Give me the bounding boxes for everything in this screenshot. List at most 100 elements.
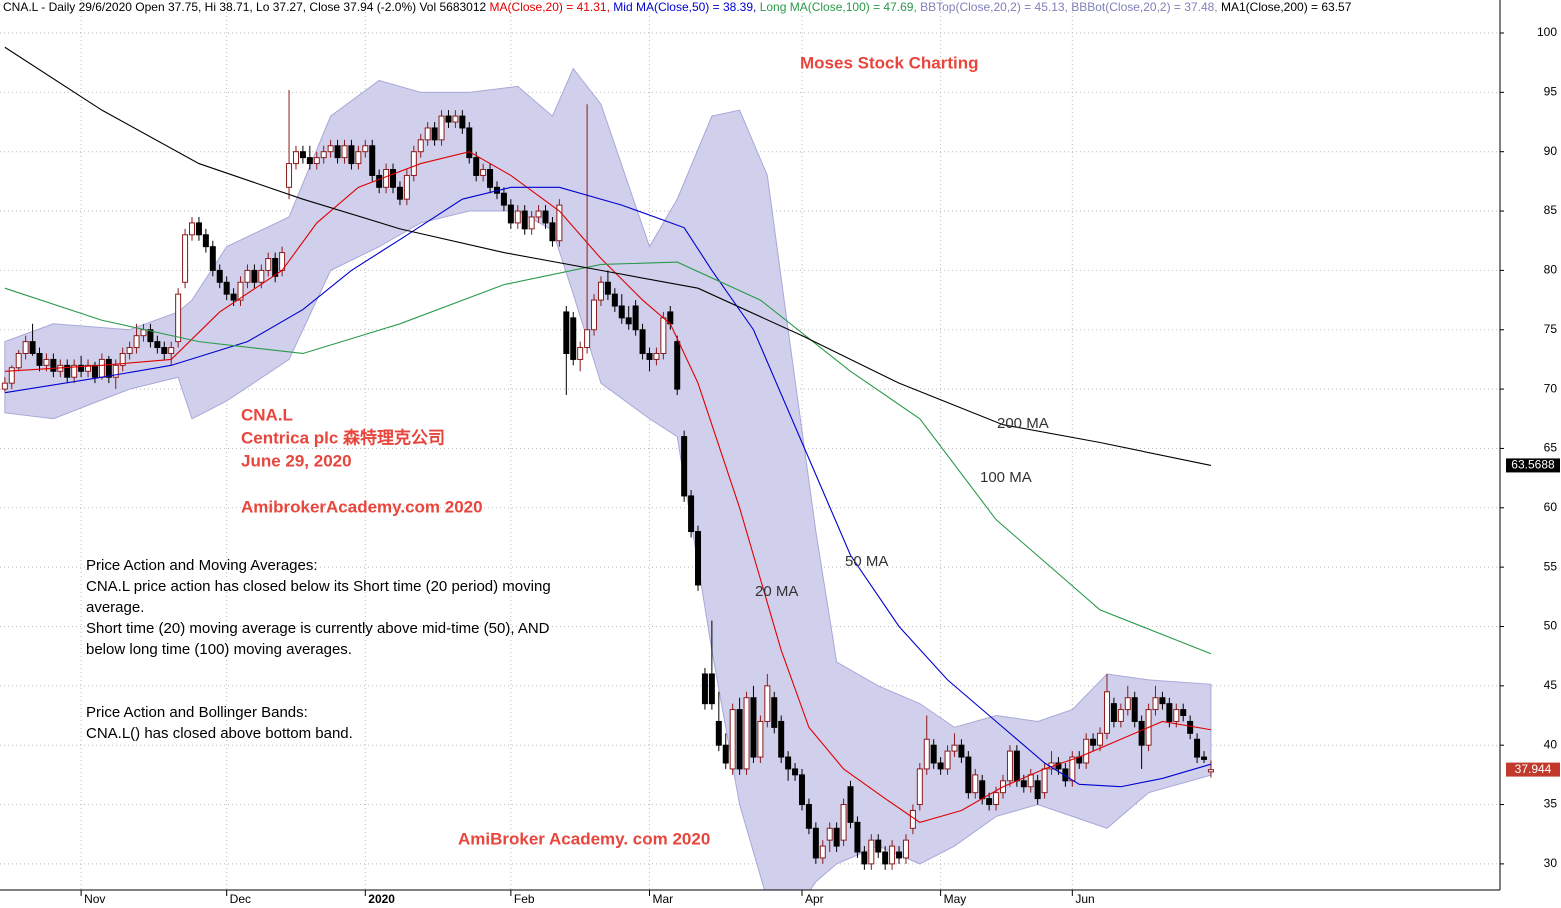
candle-body	[715, 720, 722, 746]
candle-body	[1034, 780, 1041, 800]
candle-body	[514, 210, 521, 224]
candle-body	[369, 145, 376, 176]
y-tick-label: 60	[1544, 500, 1558, 514]
candle-body	[653, 352, 660, 360]
candle-body	[175, 293, 182, 343]
price-label-box	[1506, 762, 1560, 777]
candle-body	[604, 281, 611, 295]
candle-body	[868, 839, 875, 865]
candle-body	[812, 827, 819, 859]
header-segment: BBBot(Close,20,2) = 37.48,	[1071, 0, 1221, 14]
candle-body	[459, 115, 466, 129]
candle-body	[1152, 697, 1159, 711]
candle-body	[202, 234, 209, 248]
moving-average-line	[4, 186, 1212, 788]
y-tick-label: 65	[1544, 441, 1558, 455]
candle-body	[390, 169, 397, 188]
candle-body	[1041, 768, 1048, 794]
candle-body	[189, 222, 196, 236]
candle-body	[1117, 709, 1124, 722]
candle-body	[875, 839, 882, 853]
price-label: 37.944	[1515, 762, 1552, 776]
annotation: average.	[86, 599, 144, 616]
candle-body	[8, 367, 15, 384]
candle-body	[223, 281, 230, 295]
candle-body	[584, 329, 591, 349]
candle-body	[64, 364, 71, 378]
candle-body	[334, 145, 341, 159]
candle-body	[216, 269, 223, 283]
x-tick-label: Jun	[1075, 892, 1094, 906]
candle-body	[43, 358, 50, 366]
candle-body	[521, 210, 528, 230]
header-segment: MA(Close,20) = 41.31,	[490, 0, 614, 14]
candle-body	[1159, 697, 1166, 705]
candle-body	[674, 341, 681, 390]
candle-body	[161, 347, 168, 354]
candle-body	[133, 335, 140, 349]
header-segment: CNA.L - Daily 29/6/2020 Open 37.75, Hi 3…	[3, 0, 490, 14]
x-tick-label: 2020	[368, 892, 395, 906]
candle-body	[341, 145, 348, 159]
candle-body	[847, 786, 854, 823]
y-tick-label: 55	[1544, 559, 1558, 573]
annotation: CNA.L() has closed above bottom band.	[86, 725, 353, 742]
candle-body	[965, 756, 972, 794]
candle-body	[424, 127, 431, 141]
candle-body	[979, 780, 986, 800]
candle-body	[85, 364, 92, 372]
candle-body	[646, 352, 653, 360]
candle-body	[154, 341, 161, 349]
candle-body	[632, 305, 639, 331]
series-label: 200 MA	[997, 415, 1049, 432]
annotation: AmiBroker Academy. com 2020	[458, 829, 710, 848]
candle-body	[480, 169, 487, 176]
candle-body	[528, 216, 535, 230]
annotation: Centrica plc 森特理克公司	[241, 427, 445, 447]
candle-body	[792, 768, 799, 776]
candle-body	[722, 744, 729, 764]
candle-body	[383, 169, 390, 188]
candle-body	[916, 768, 923, 806]
candle-body	[362, 145, 369, 153]
candle-body	[15, 352, 22, 369]
moving-average-line	[4, 46, 1212, 466]
candle-body	[611, 293, 618, 307]
series-label: 100 MA	[980, 469, 1032, 486]
candle-body	[1103, 691, 1110, 734]
candle-body	[292, 151, 299, 165]
candle-body	[819, 845, 826, 859]
candle-body	[71, 364, 78, 378]
moving-average-line	[4, 151, 1212, 823]
x-tick-label: Nov	[84, 892, 105, 906]
candle-body	[597, 281, 604, 301]
candle-body	[327, 145, 334, 153]
candle-body	[535, 210, 542, 218]
candle-body	[944, 750, 951, 770]
candle-body	[854, 821, 861, 853]
annotation: Short time (20) moving average is curren…	[86, 620, 550, 637]
candle-body	[119, 352, 126, 366]
candle-body	[237, 281, 244, 301]
candle-body	[549, 222, 556, 242]
candle-body	[805, 804, 812, 829]
candle-body	[1, 382, 8, 390]
candle-body	[452, 115, 459, 123]
candle-body	[1090, 738, 1097, 746]
candle-body	[431, 127, 438, 141]
price-label-box	[1506, 458, 1560, 473]
candle-body	[1069, 756, 1076, 782]
candle-body	[785, 756, 792, 770]
candle-body	[98, 358, 105, 378]
candle-body	[542, 210, 549, 224]
y-tick-label: 50	[1544, 619, 1558, 633]
candle-body	[182, 234, 189, 283]
candle-body	[833, 827, 840, 847]
price-label: 63.5688	[1511, 458, 1555, 472]
candle-body	[729, 709, 736, 770]
candle-body	[1138, 720, 1145, 746]
candle-body	[244, 269, 251, 283]
candle-body	[1207, 769, 1214, 773]
annotation: Price Action and Bollinger Bands:	[86, 704, 308, 721]
